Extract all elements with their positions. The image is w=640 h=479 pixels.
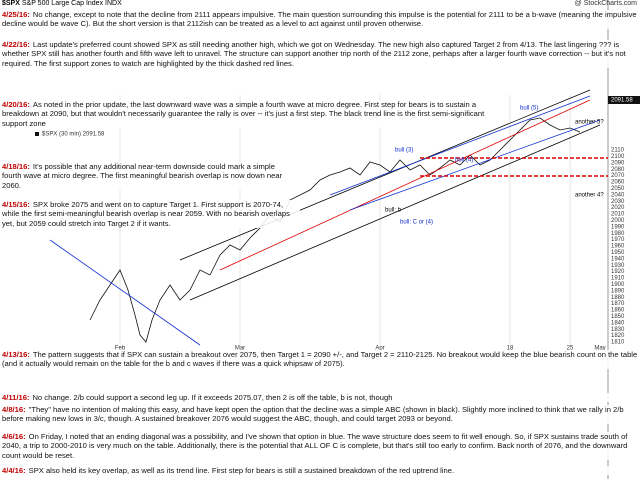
y-tick-label: 1920 [611,269,625,275]
exchange: INDX [105,0,122,7]
y-tick-label: 1880 [611,295,625,301]
note-date: 4/11/16: [2,393,30,402]
source: @ StockCharts.com [574,0,637,7]
wave-label: another 5? [575,120,604,126]
note-date: 4/6/16: [2,432,26,441]
y-tick-label: 2100 [611,154,625,160]
note: 4/4/16: SPX also held its key overlap, as… [0,466,640,476]
y-tick-label: 2020 [611,205,625,211]
note-date: 4/20/16: [2,100,30,109]
note-text: On Friday, I noted that an ending diagon… [2,432,628,460]
y-tick-label: 1910 [611,276,625,282]
y-tick-label: 1840 [611,320,625,326]
wave-label: bull (5) [520,106,538,112]
y-tick-label: 1820 [611,333,625,339]
note-text: "They" have no intention of making this … [2,405,624,424]
wave-label: bull: C or (4) [400,220,433,226]
note-date: 4/8/16: [2,405,26,414]
trend-line [349,119,601,211]
y-tick-label: 1950 [611,250,625,256]
x-tick-label: 18 [507,346,514,352]
trend-line [329,95,591,196]
note-text: As noted in the prior update, the last d… [2,100,485,128]
legend-swatch [35,132,39,136]
y-tick-label: 2070 [611,173,625,179]
note: 4/18/16: It's possible that any additiona… [0,162,292,191]
y-tick-label: 1850 [611,314,625,320]
trend-line [179,89,591,261]
note-text: No change, except to note that the decli… [2,10,637,29]
note: 4/6/16: On Friday, I noted that an ending… [0,432,640,461]
note-date: 4/18/16: [2,162,30,171]
note: 4/13/16: The pattern suggests that if SPX… [0,350,640,369]
note-text: No change. 2/b could support a second le… [32,393,393,402]
x-tick-label: Mar [235,346,245,352]
price-tag-bg [608,96,640,104]
index-name: S&P 500 Large Cap Index [21,0,104,7]
note-text: It's possible that any additional near-t… [2,162,283,190]
note-text: The pattern suggests that if SPX can sus… [2,350,638,369]
wave-label: bull (3) [395,148,413,154]
trend-line [49,239,201,346]
x-tick-label: May [594,346,605,352]
legend: $SPX (30 min) 2091.58 [42,132,105,138]
note-date: 4/25/16: [2,10,30,19]
y-tick-label: 1980 [611,231,625,237]
note: 4/8/16: "They" have no intention of makin… [0,405,640,424]
note-date: 4/4/16: [2,466,26,475]
y-tick-label: 1890 [611,288,625,294]
y-tick-label: 2010 [611,212,625,218]
header: $SPX S&P 500 Large Cap Index INDX [2,0,122,7]
y-tick-label: 1930 [611,263,625,269]
note: 4/11/16: No change. 2/b could support a s… [0,393,640,403]
note: 4/25/16: No change, except to note that t… [0,10,640,29]
x-tick-label: Apr [375,346,384,352]
y-tick-label: 1870 [611,301,625,307]
y-tick-label: 2080 [611,167,625,173]
y-tick-label: 2090 [611,160,625,166]
y-tick-label: 1960 [611,244,625,250]
y-tick-label: 1810 [611,340,625,346]
wave-label: bull: b [385,208,402,214]
y-tick-label: 1940 [611,256,625,262]
y-tick-label: 1970 [611,237,625,243]
note: 4/20/16: As noted in the prior update, th… [0,100,488,129]
y-tick-label: 2060 [611,180,625,186]
y-tick-label: 1990 [611,224,625,230]
y-tick-label: 2040 [611,192,625,198]
note-date: 4/13/16: [2,350,30,359]
note: 4/22/16: Last update's preferred count sh… [0,40,640,69]
x-tick-label: 25 [567,346,574,352]
price-line [89,117,581,343]
y-tick-label: 2050 [611,186,625,192]
note-date: 4/22/16: [2,40,30,49]
note-date: 4/15/16: [2,200,30,209]
note-text: SPX broke 2075 and went on to capture Ta… [2,200,290,228]
wave-label: another 4? [575,193,604,199]
note-text: SPX also held its key overlap, as well a… [28,466,455,475]
symbol: $SPX [2,0,20,7]
y-tick-label: 1900 [611,282,625,288]
y-tick-label: 2000 [611,218,625,224]
trend-line [219,99,591,271]
price-tag: 2091.58 [611,98,633,104]
y-tick-label: 2030 [611,199,625,205]
y-tick-label: 2110 [611,148,625,154]
note: 4/15/16: SPX broke 2075 and went on to ca… [0,200,300,229]
trend-line [189,124,601,301]
x-tick-label: Feb [115,346,126,352]
note-text: Last update's preferred count showed SPX… [2,40,626,68]
y-tick-label: 1830 [611,327,625,333]
wave-label: bull (4) [455,158,473,164]
y-tick-label: 1860 [611,308,625,314]
